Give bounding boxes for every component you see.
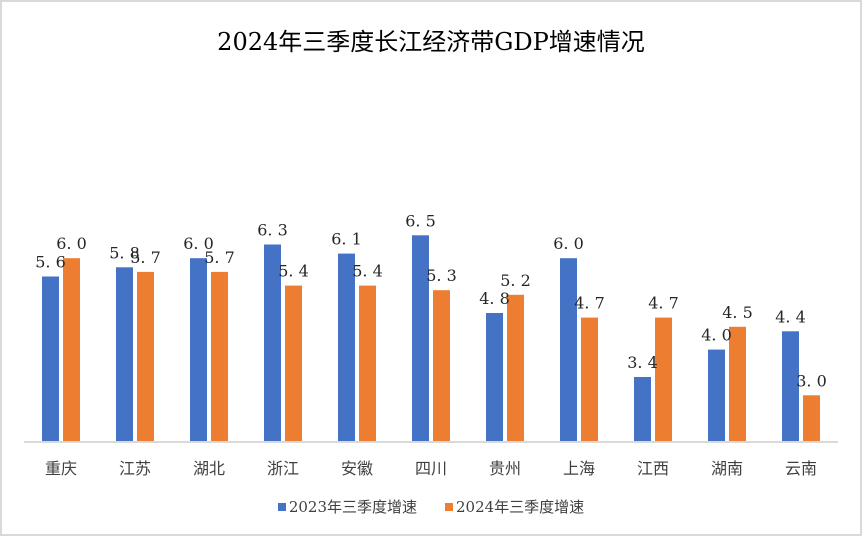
data-labels-group: 5. 66. 0 5. 85. 76. 05. 76. 35. 46. 15. 4…	[35, 211, 827, 390]
data-label-2023-6: 4. 8	[479, 289, 510, 308]
bar-2023-7	[560, 258, 577, 441]
data-label-2024-5: 5. 3	[426, 266, 457, 285]
data-label-2023-3: 6. 3	[257, 221, 288, 240]
bar-2023-2	[190, 258, 207, 441]
bar-2023-5	[412, 235, 429, 441]
bar-2024-3	[285, 285, 302, 441]
data-label-2024-0: 6. 0	[56, 234, 87, 253]
category-label-4: 安徽	[341, 459, 373, 478]
bar-2024-0	[63, 258, 80, 441]
bar-2024-7	[581, 317, 598, 441]
bar-2023-1	[116, 267, 133, 441]
category-label-1: 江苏	[119, 459, 151, 478]
bar-2023-8	[634, 377, 651, 441]
data-label-2023-5: 6. 5	[405, 211, 436, 230]
data-label-2024-3: 5. 4	[278, 262, 309, 281]
bar-2024-4	[359, 285, 376, 441]
chart-title: 2024年三季度长江经济带GDP增速情况	[217, 28, 645, 56]
data-label-2024-10: 3. 0	[796, 371, 827, 390]
bar-2024-8	[655, 317, 672, 441]
category-label-0: 重庆	[45, 459, 77, 478]
data-label-2024-9: 4. 5	[722, 303, 753, 322]
bar-2023-4	[338, 253, 355, 441]
bar-2023-3	[264, 244, 281, 441]
data-label-2023-8: 3. 4	[627, 353, 658, 372]
category-label-9: 湖南	[711, 459, 743, 478]
data-label-2023-7: 6. 0	[553, 234, 584, 253]
bar-2023-6	[486, 313, 503, 441]
legend-label-2023: 2023年三季度增速	[288, 498, 417, 516]
category-labels-group: 重庆 江苏 湖北 浙江 安徽 四川 贵州 上海 江西 湖南 云南	[45, 459, 817, 478]
bar-2024-1	[137, 271, 154, 441]
bar-2024-9	[729, 326, 746, 442]
bar-2024-6	[507, 294, 524, 441]
category-label-2: 湖北	[193, 459, 225, 478]
bar-2023-0	[42, 276, 59, 441]
data-label-2024-2: 5. 7	[204, 248, 235, 267]
data-label-2024-6: 5. 2	[500, 271, 531, 290]
category-label-6: 贵州	[489, 459, 521, 478]
bar-2024-2	[211, 271, 228, 441]
bars-group	[42, 235, 820, 442]
data-label-2023-10: 4. 4	[775, 307, 806, 326]
legend-swatch-2024	[445, 502, 453, 511]
category-label-10: 云南	[785, 459, 817, 478]
bar-2023-10	[782, 331, 799, 441]
category-label-7: 上海	[563, 459, 595, 478]
legend: 2023年三季度增速 2024年三季度增速	[0, 496, 862, 517]
data-label-2023-1: 5. 8	[109, 243, 140, 262]
data-label-2024-4: 5. 4	[352, 262, 383, 281]
data-label-2023-2: 6. 0	[183, 234, 214, 253]
bar-2023-9	[708, 349, 725, 441]
legend-item-2024: 2024年三季度增速	[445, 496, 584, 517]
data-label-2023-9: 4. 0	[701, 326, 732, 345]
data-label-2024-7: 4. 7	[574, 294, 605, 313]
data-label-2024-8: 4. 7	[648, 294, 679, 313]
legend-label-2024: 2024年三季度增速	[456, 498, 585, 516]
legend-item-2023: 2023年三季度增速	[277, 496, 417, 517]
bar-2024-10	[803, 395, 820, 441]
bar-2024-5	[433, 290, 450, 441]
category-label-3: 浙江	[267, 459, 299, 478]
data-label-2024-1: 5. 7	[130, 248, 161, 267]
legend-swatch-2023	[277, 502, 286, 511]
category-label-8: 江西	[637, 459, 669, 478]
data-label-2023-0: 5. 6	[35, 253, 66, 272]
data-label-2023-4: 6. 1	[331, 230, 362, 249]
category-label-5: 四川	[415, 459, 447, 478]
